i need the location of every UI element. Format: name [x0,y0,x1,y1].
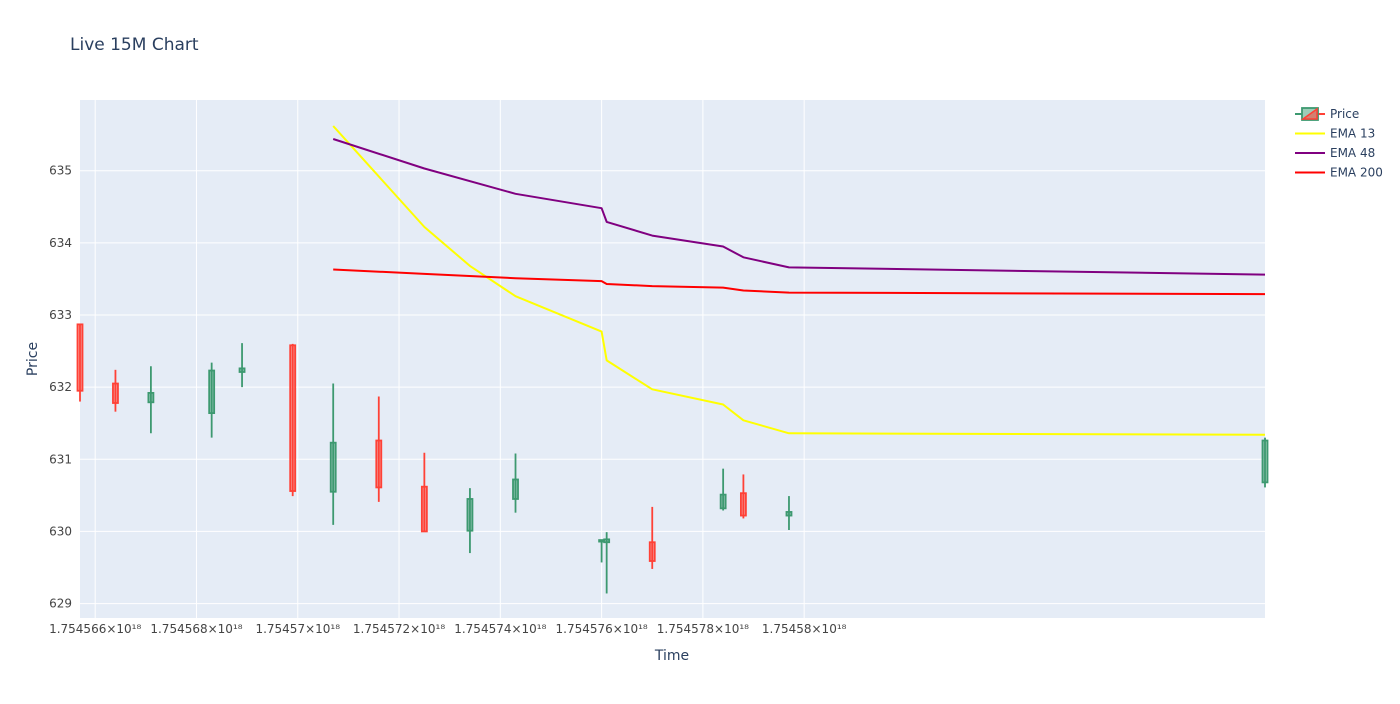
y-tick-label: 635 [49,164,72,178]
candle-body [420,485,428,533]
candle-body [719,493,727,510]
candle-increasing[interactable] [603,532,611,594]
x-axis-title: Time [654,648,689,664]
chart-title: Live 15M Chart [70,35,199,55]
candle-body [112,382,119,404]
candle-body [375,439,383,489]
x-tick-label: 1.754568×10¹⁸ [150,622,242,636]
candle-body [648,541,656,562]
candle-body [512,478,519,500]
candle-body [1261,439,1269,484]
legend-swatch-candle-half [1300,107,1318,120]
ema-series[interactable] [332,125,1266,436]
x-tick-label: 1.754566×10¹⁸ [49,622,141,636]
legend-label: EMA 13 [1330,127,1375,141]
x-tick-label: 1.754572×10¹⁸ [353,622,445,636]
x-tick-label: 1.75458×10¹⁸ [762,622,847,636]
legend-item-ema-13[interactable]: EMA 13 [1295,127,1375,141]
candle-body [76,323,84,392]
candle-body [466,498,474,532]
legend-label: Price [1330,107,1359,121]
line-ema-48[interactable] [332,138,1266,276]
candle-body [329,441,337,493]
candle-increasing[interactable] [329,383,337,525]
legend-item-ema-200[interactable]: EMA 200 [1295,166,1383,180]
legend[interactable]: Price EMA 13 EMA 48 EMA 200 [1295,107,1383,180]
candle-body [785,511,793,517]
grid-lines [80,100,1265,618]
y-tick-label: 629 [49,597,72,611]
y-tick-label: 631 [49,452,72,466]
candle-decreasing[interactable] [420,452,428,533]
candle-body [289,344,297,492]
candlestick-series[interactable] [76,323,1269,594]
candle-increasing[interactable] [785,496,793,530]
candle-decreasing[interactable] [375,396,383,502]
candle-increasing[interactable] [719,468,727,511]
candle-decreasing[interactable] [112,369,119,412]
x-tick-label: 1.754578×10¹⁸ [657,622,749,636]
candle-body [739,492,747,517]
legend-label: EMA 48 [1330,146,1375,160]
candle-decreasing[interactable] [289,343,297,497]
y-tick-label: 633 [49,308,72,322]
candle-body [208,369,216,415]
x-tick-label: 1.754574×10¹⁸ [454,622,546,636]
candle-decreasing[interactable] [76,323,84,402]
y-tick-label: 634 [49,236,72,250]
x-tick-label: 1.754576×10¹⁸ [556,622,648,636]
candle-increasing[interactable] [466,488,474,554]
candle-decreasing[interactable] [739,474,747,519]
y-axis-title: Price [25,342,41,376]
plot-area [80,100,1265,618]
candle-increasing[interactable] [1261,437,1269,488]
legend-item-ema-48[interactable]: EMA 48 [1295,146,1375,160]
candle-increasing[interactable] [512,453,519,513]
candle-decreasing[interactable] [648,506,656,569]
candle-body [238,367,246,373]
x-axis-ticks: 1.754566×10¹⁸ 1.754568×10¹⁸ 1.75457×10¹⁸ 1.… [49,622,847,636]
candle-body [147,392,155,404]
legend-item-price[interactable]: Price [1295,107,1359,121]
legend-label: EMA 200 [1330,166,1383,180]
line-ema-200[interactable] [333,268,1266,296]
candle-increasing[interactable] [208,362,216,438]
candle-increasing[interactable] [147,366,155,434]
line-ema-13[interactable] [332,125,1266,436]
y-axis-ticks: 629 630 631 632 633 634 635 [49,164,72,611]
candle-increasing[interactable] [238,343,246,388]
y-tick-label: 630 [49,524,72,538]
x-tick-label: 1.75457×10¹⁸ [255,622,340,636]
y-tick-label: 632 [49,380,72,394]
candle-body [603,538,611,544]
